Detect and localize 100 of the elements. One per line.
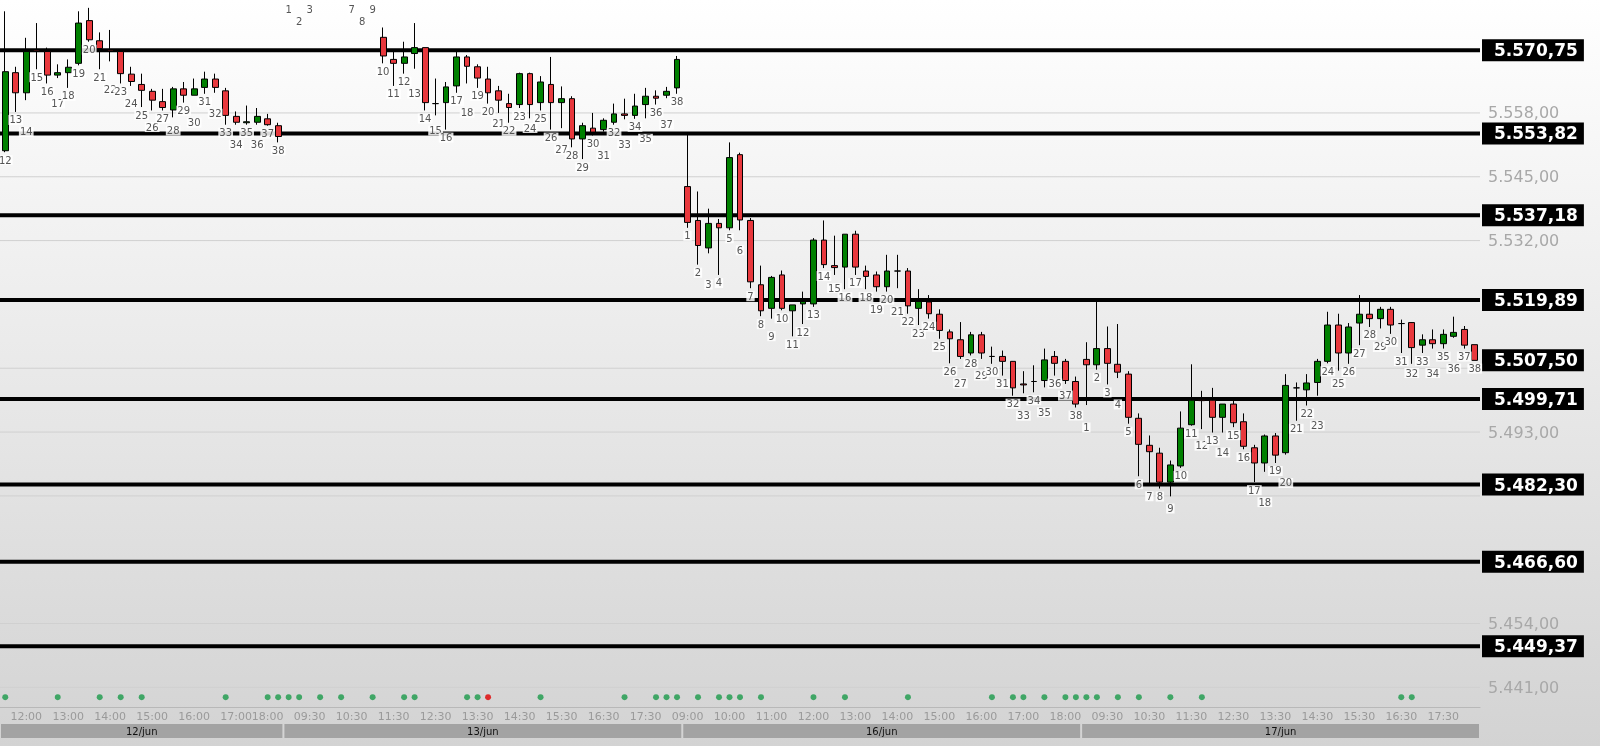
- x-tick-label: 14:30: [1301, 710, 1334, 723]
- text: 25: [933, 341, 946, 353]
- candlestick: [495, 85, 502, 114]
- text: 13/jun: [467, 725, 499, 737]
- text: 36: [649, 107, 663, 119]
- text: 11: [786, 338, 799, 350]
- text: 8: [358, 15, 366, 27]
- text: 18: [61, 90, 75, 102]
- text: 26: [544, 132, 558, 144]
- candlestick: [1240, 412, 1247, 450]
- candlestick: [191, 78, 198, 96]
- candlestick: [884, 254, 890, 293]
- text: 31: [1394, 355, 1408, 367]
- candlestick: [663, 86, 670, 99]
- candlestick: [989, 346, 995, 365]
- candlestick: [831, 235, 838, 276]
- text: 36: [1447, 363, 1461, 375]
- x-tick-label: 09:30: [293, 710, 326, 723]
- text: 33: [1415, 355, 1429, 367]
- x-tick-label: 15:30: [545, 710, 578, 723]
- text: 27: [156, 112, 170, 124]
- text: 9: [1167, 503, 1174, 515]
- candlestick: [432, 78, 439, 116]
- text: 15: [429, 124, 442, 136]
- candlestick: [201, 71, 208, 95]
- text: 24: [1321, 365, 1335, 377]
- x-tick-label: 16:30: [1385, 710, 1418, 723]
- text: 19: [72, 67, 86, 79]
- candlestick: [1041, 348, 1048, 388]
- candlestick: [968, 331, 974, 356]
- candlestick: [1398, 319, 1405, 354]
- x-tick-label: 18:00: [1049, 710, 1082, 723]
- x-tick-label: 11:30: [377, 710, 410, 723]
- candlestick: [558, 85, 565, 129]
- candlestick: [180, 81, 187, 104]
- candlestick: [1062, 358, 1069, 385]
- candlestick: [978, 331, 985, 360]
- text: 15: [828, 282, 841, 294]
- candlestick: [1272, 432, 1279, 464]
- candlestick: [716, 218, 722, 276]
- candlestick: [621, 98, 628, 120]
- x-tick-label: 16:00: [178, 710, 211, 723]
- text: 23: [513, 110, 526, 122]
- text: 16: [1237, 451, 1251, 463]
- text: 36: [250, 139, 264, 151]
- candlestick: [999, 350, 1006, 377]
- text: 22: [901, 316, 915, 328]
- text: 29: [576, 161, 589, 173]
- text: 23: [114, 85, 128, 97]
- text: 10: [775, 312, 789, 324]
- text: 30: [187, 117, 201, 129]
- text: 10: [376, 65, 390, 77]
- text: 32: [1006, 398, 1020, 410]
- x-tick-label: 13:30: [461, 710, 494, 723]
- text: 8: [757, 318, 765, 330]
- candlestick: [1335, 313, 1342, 372]
- text: 32: [208, 108, 222, 120]
- text: 31: [198, 96, 212, 108]
- candlestick: [821, 219, 827, 269]
- text: 17: [1247, 484, 1261, 496]
- candlestick: [632, 93, 638, 120]
- x-tick-label: 14:00: [881, 710, 914, 723]
- candlestick: [957, 321, 964, 360]
- candlestick: [1051, 350, 1058, 377]
- text: 16: [838, 291, 852, 303]
- text: 29: [1373, 341, 1387, 353]
- text: 16/jun: [865, 725, 898, 737]
- text: 37: [660, 119, 673, 131]
- candlestick: [485, 66, 491, 105]
- candlestick: [212, 73, 219, 94]
- text: 14: [418, 112, 432, 124]
- candlestick: [54, 63, 61, 79]
- text: 7: [1146, 490, 1153, 502]
- x-tick-label: 15:00: [136, 710, 169, 723]
- text: 8: [1156, 491, 1164, 503]
- x-tick-label: 12:30: [1217, 710, 1250, 723]
- text: 23: [1310, 420, 1324, 432]
- text: 27: [555, 144, 568, 156]
- x-tick-label: 13:30: [1259, 710, 1292, 723]
- text: 34: [229, 139, 243, 151]
- y-tick-label: 5.545,00: [1488, 167, 1560, 187]
- candlestick: [1377, 306, 1384, 329]
- candlestick: [1450, 316, 1457, 339]
- x-tick-label: 16:30: [587, 710, 620, 723]
- candlestick: [254, 107, 261, 126]
- text: 13: [408, 88, 421, 100]
- text: 19: [870, 303, 883, 315]
- text: 25: [1331, 377, 1345, 389]
- text: 19: [471, 90, 484, 102]
- x-tick-label: 17:30: [629, 710, 662, 723]
- candlestick: [149, 88, 156, 111]
- text: 14: [19, 126, 33, 138]
- candlestick: [936, 308, 943, 340]
- candlestick: [1135, 412, 1142, 477]
- candlestick: [170, 86, 177, 118]
- candlestick: [86, 7, 93, 43]
- text: 23: [912, 328, 925, 340]
- candlestick: [1419, 333, 1426, 354]
- text: 28: [565, 149, 579, 161]
- text: 34: [628, 121, 642, 133]
